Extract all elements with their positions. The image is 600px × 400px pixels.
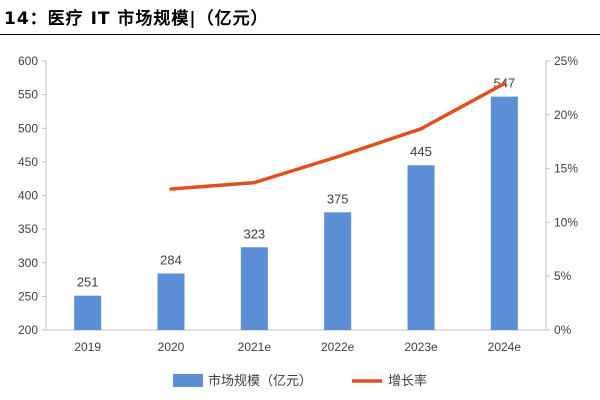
y-left-tick-label: 250 — [18, 289, 38, 303]
x-axis-ticks: 2019 2020 2021e 2022e 2023e 2024e — [74, 340, 521, 354]
legend-swatch-bar — [173, 374, 203, 387]
bar-data-label: 375 — [327, 191, 349, 206]
y-right-tick-label: 25% — [554, 54, 578, 68]
bar-data-label: 445 — [410, 144, 432, 159]
line-series — [169, 81, 507, 191]
y-left-tick-label: 400 — [18, 189, 38, 203]
x-tick-label: 2023e — [404, 340, 438, 354]
x-tick-label: 2019 — [74, 340, 101, 354]
y-left-tick-label: 450 — [18, 155, 38, 169]
bar — [490, 96, 518, 330]
y-left-tick-label: 550 — [18, 88, 38, 102]
title-divider — [0, 34, 600, 35]
x-tick-label: 2021e — [238, 340, 272, 354]
bar — [74, 295, 102, 330]
y-left-tick-label: 300 — [18, 256, 38, 270]
bar-data-label: 284 — [160, 253, 182, 268]
y-left-tick-label: 200 — [18, 323, 38, 337]
bar — [324, 212, 352, 330]
bar — [157, 273, 185, 330]
y-left-tick-label: 350 — [18, 222, 38, 236]
y-left-axis-ticks: 200 250 300 350 400 450 500 550 600 — [18, 54, 46, 337]
y-right-tick-label: 5% — [554, 269, 572, 283]
growth-rate-line — [169, 81, 507, 191]
bar — [240, 247, 268, 330]
y-right-tick-label: 0% — [554, 323, 572, 337]
legend-label-line: 增长率 — [388, 373, 427, 389]
bar-series — [74, 96, 518, 330]
legend: 市场规模（亿元） 增长率 — [173, 373, 427, 389]
y-right-axis-ticks: 0% 5% 10% 15% 20% 25% — [546, 54, 578, 337]
legend-label-bar: 市场规模（亿元） — [208, 373, 312, 389]
bar — [407, 165, 435, 330]
chart-title: 14：医疗 IT 市场规模|（亿元） — [4, 9, 269, 29]
y-left-tick-label: 500 — [18, 121, 38, 135]
x-tick-label: 2020 — [158, 340, 185, 354]
y-right-tick-label: 10% — [554, 215, 578, 229]
y-right-tick-label: 20% — [554, 108, 578, 122]
y-right-tick-label: 15% — [554, 162, 578, 176]
bar-data-label: 323 — [243, 226, 265, 241]
y-left-tick-label: 600 — [18, 54, 38, 68]
x-tick-label: 2024e — [488, 340, 522, 354]
x-tick-label: 2022e — [321, 340, 355, 354]
bar-data-label: 251 — [77, 275, 99, 290]
